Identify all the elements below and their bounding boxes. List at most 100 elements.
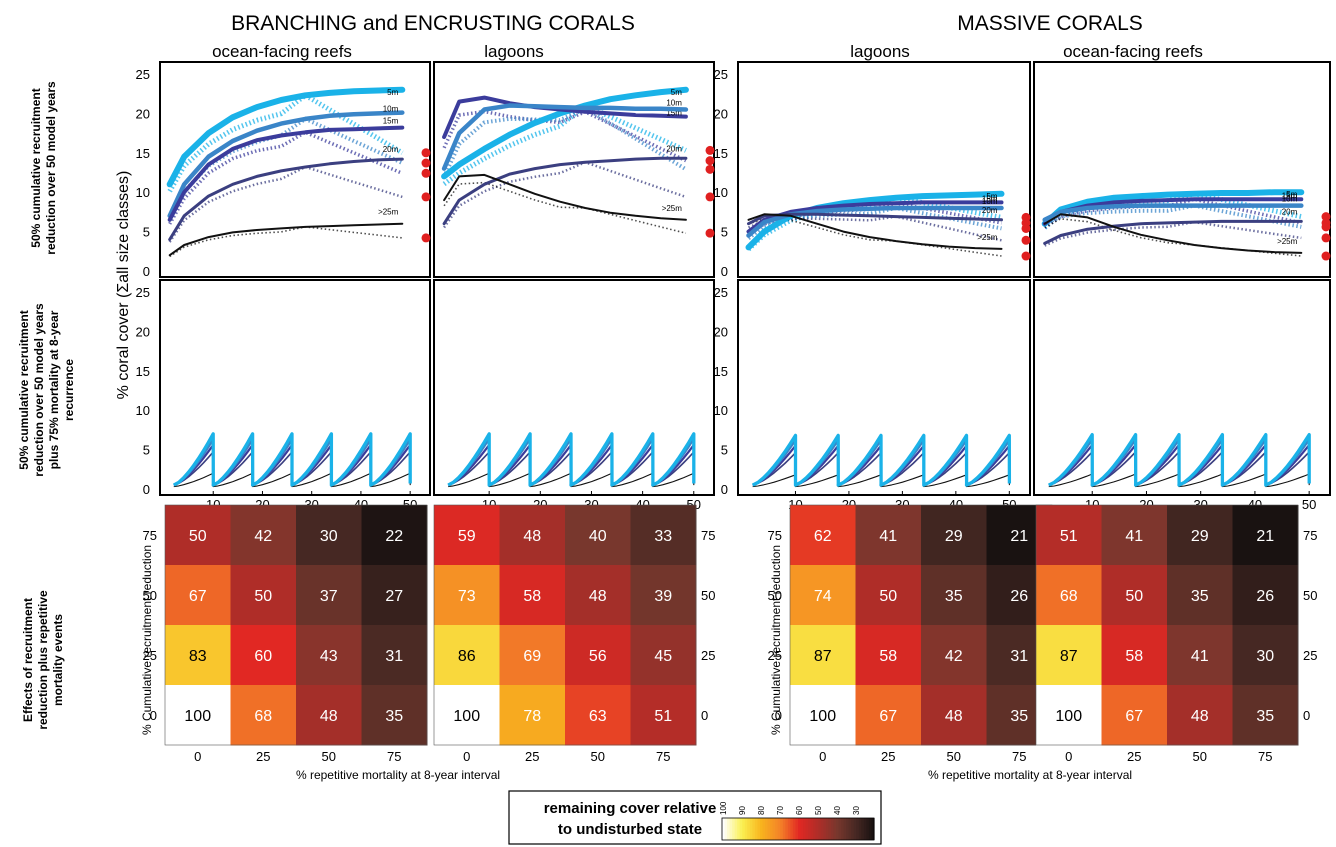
heatmap-y-label-massive: % Cumulative recruitment reduction — [769, 545, 783, 735]
row-label-3-line-2: reduction plus repetitive — [36, 590, 50, 730]
y-tick-label: 15 — [136, 364, 150, 379]
series-label-20m: 20m — [383, 145, 399, 154]
y-tick-label: 25 — [714, 285, 728, 300]
heatmap-value: 50 — [254, 588, 272, 605]
panel-title-4: ocean-facing reefs — [1063, 42, 1203, 61]
end-marker — [1022, 224, 1031, 233]
heatmap-value: 29 — [945, 528, 963, 545]
row-label-2-line-1: 50% cumulative recruitment — [17, 310, 31, 469]
heatmap-value: 21 — [1010, 528, 1028, 545]
y-tick-label: 10 — [714, 185, 728, 200]
heatmap-value: 31 — [385, 648, 403, 665]
heatmap-value: 42 — [945, 648, 963, 665]
y-tick-label: 20 — [714, 106, 728, 121]
line-panel-middle-3: 05101520251020304050years after 2006 — [714, 280, 1030, 523]
heatmap-y-tick: 75 — [701, 528, 715, 543]
y-tick-label: 10 — [714, 403, 728, 418]
heatmap-value: 31 — [1010, 648, 1028, 665]
heatmap-value: 87 — [814, 648, 832, 665]
row-label-1: 50% cumulative recruitment reduction ove… — [29, 81, 58, 255]
heatmap-x-tick: 0 — [194, 749, 201, 764]
heatmap-value: 41 — [1191, 648, 1209, 665]
heatmap-y-tick: 50 — [1303, 588, 1317, 603]
heatmap-value: 29 — [1191, 528, 1209, 545]
end-marker — [422, 169, 431, 178]
y-tick-label: 20 — [136, 106, 150, 121]
y-axis-label: % coral cover (Σall size classes) — [115, 171, 132, 400]
heatmap-x-tick: 25 — [881, 749, 895, 764]
heatmap-x-tick: 0 — [819, 749, 826, 764]
end-marker — [706, 229, 715, 238]
heatmap-value: 42 — [254, 528, 272, 545]
heatmap-value: 68 — [254, 708, 272, 725]
y-tick-label: 5 — [721, 225, 728, 240]
heatmap-y-tick: 50 — [701, 588, 715, 603]
colorbar-title-line-1: remaining cover relative — [544, 800, 717, 817]
line-panel-middle-1: 05101520251020304050years after 2006 — [136, 280, 430, 523]
heatmap-value: 100 — [1055, 708, 1082, 725]
series-label-15m: 15m — [383, 117, 399, 126]
heatmap-x-tick: 25 — [525, 749, 539, 764]
end-marker — [422, 233, 431, 242]
y-tick-label: 20 — [136, 324, 150, 339]
heatmap-value: 22 — [385, 528, 403, 545]
heatmap-value: 100 — [184, 708, 211, 725]
x-tick-label: 50 — [1302, 497, 1316, 512]
heatmap-value: 87 — [1060, 648, 1078, 665]
heatmap-x-tick: 75 — [387, 749, 401, 764]
end-marker — [1322, 222, 1331, 231]
row-label-1-line-2: reduction over 50 model years — [44, 81, 58, 255]
colorbar-tick-label: 40 — [833, 806, 842, 815]
group-title-massive: MASSIVE CORALS — [957, 12, 1143, 35]
series-label-20m: 20m — [1282, 207, 1298, 216]
heatmap-x-tick: 0 — [463, 749, 470, 764]
y-tick-label: 20 — [714, 324, 728, 339]
heatmap-x-tick: 75 — [656, 749, 670, 764]
heatmap-x-tick: 75 — [1258, 749, 1272, 764]
heatmap-panel-2: 59 48 40 33 73 58 48 39 86 69 56 45 100 78 63 51 0 25 50 75… — [434, 505, 715, 764]
heatmap-value: 35 — [1010, 708, 1028, 725]
heatmap-value: 33 — [654, 528, 672, 545]
heatmap-value: 48 — [320, 708, 338, 725]
heatmap-value: 63 — [589, 708, 607, 725]
series-label-25m: >25m — [977, 233, 998, 242]
end-marker — [706, 165, 715, 174]
colorbar: 100 90 80 70 60 50 40 30 — [719, 801, 875, 840]
heatmap-x-tick: 50 — [591, 749, 605, 764]
y-tick-label: 25 — [136, 67, 150, 82]
panel-title-1: ocean-facing reefs — [212, 42, 352, 61]
colorbar-legend: remaining cover relative to undisturbed … — [509, 791, 881, 844]
heatmap-value: 37 — [320, 588, 338, 605]
line-panel-top-3: 05101520255m15m10m20m>25m — [714, 62, 1031, 279]
series-label-5m: 5m — [671, 88, 682, 97]
y-tick-label: 5 — [143, 225, 150, 240]
end-marker — [422, 148, 431, 157]
series-label-25m: >25m — [662, 204, 683, 213]
y-tick-label: 15 — [136, 146, 150, 161]
heatmap-value: 67 — [189, 588, 207, 605]
row-label-3-line-3: mortality events — [51, 614, 65, 706]
heatmap-value: 59 — [458, 528, 476, 545]
heatmap-value: 86 — [458, 648, 476, 665]
row-label-3-line-1: Effects of recruitment — [21, 598, 35, 722]
end-marker — [1022, 236, 1031, 245]
heatmap-value: 45 — [654, 648, 672, 665]
heatmap-y-tick: 75 — [1303, 528, 1317, 543]
end-marker — [1322, 252, 1331, 261]
colorbar-tick-label: 90 — [738, 806, 747, 815]
series-label-5m: 5m — [387, 88, 398, 97]
heatmap-value: 50 — [879, 588, 897, 605]
heatmap-y-tick: 0 — [1303, 708, 1310, 723]
heatmap-value: 41 — [1125, 528, 1143, 545]
row-label-1-line-1: 50% cumulative recruitment — [29, 88, 43, 247]
series-label-20m: 20m — [666, 144, 682, 153]
heatmap-y-tick: 0 — [701, 708, 708, 723]
series-label-25m: >25m — [378, 208, 399, 217]
heatmap-value: 40 — [589, 528, 607, 545]
series-label-20m: 20m — [982, 206, 998, 215]
colorbar-tick-label: 100 — [719, 801, 728, 815]
heatmap-y-tick: 75 — [768, 528, 782, 543]
line-panel-middle-2: 1020304050years after 2006 — [434, 280, 714, 523]
heatmap-value: 58 — [1125, 648, 1143, 665]
heatmap-value: 48 — [945, 708, 963, 725]
